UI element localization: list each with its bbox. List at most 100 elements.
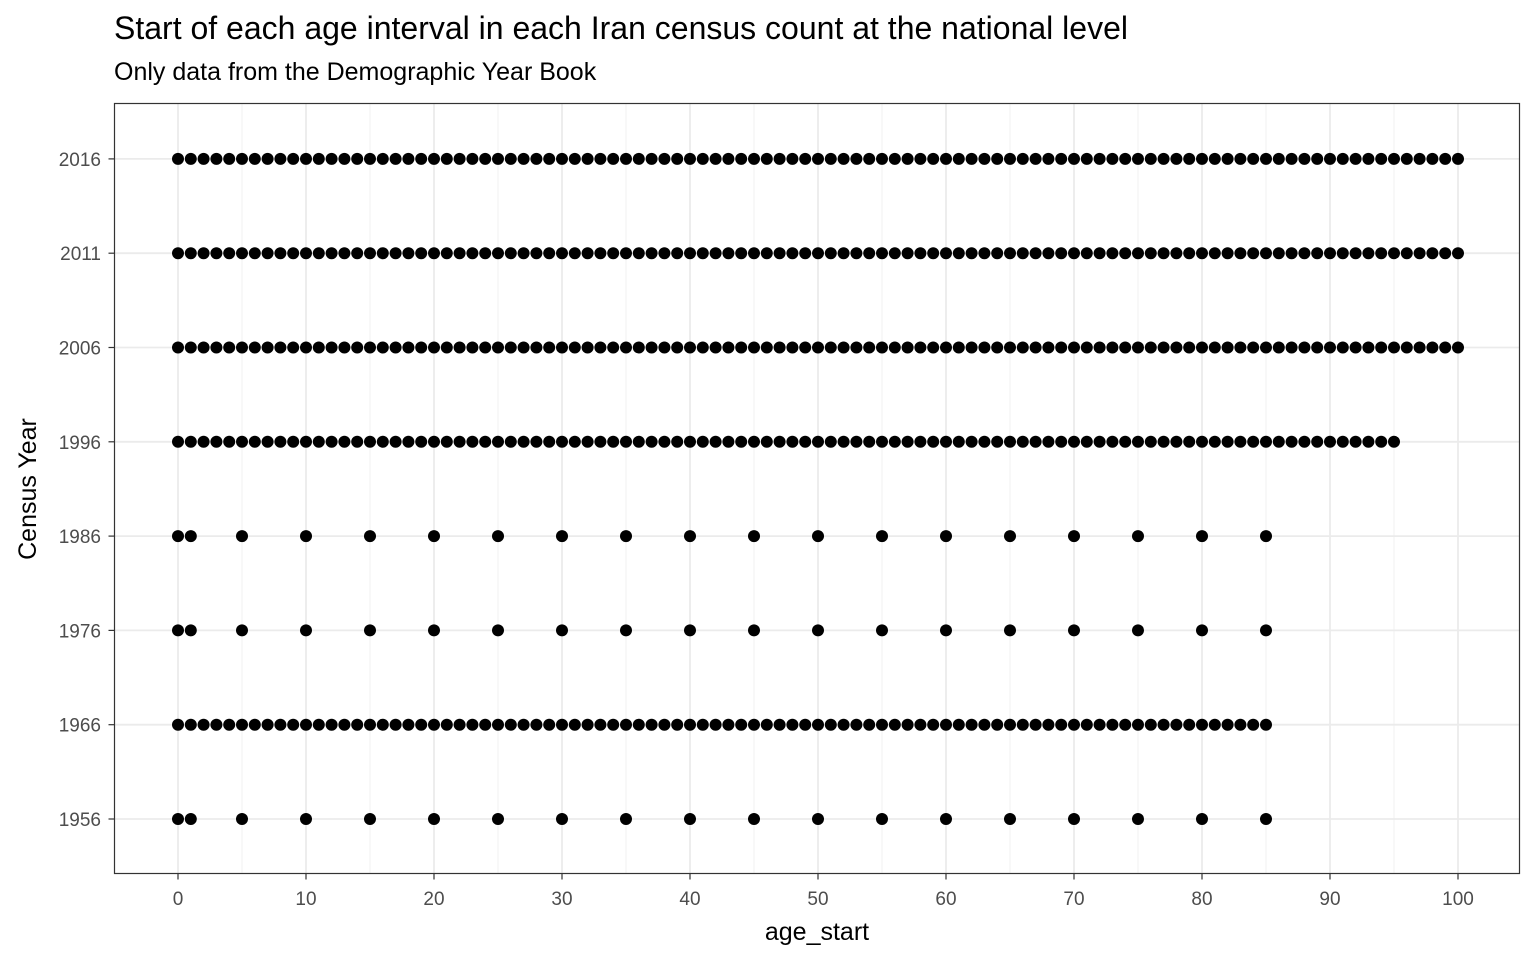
data-point [620,718,632,731]
data-point [620,247,632,260]
data-point [850,435,863,448]
data-point [1336,247,1349,260]
x-tick-label: 50 [807,889,828,910]
data-point [863,247,876,260]
data-point [364,813,376,825]
data-point [453,435,466,448]
data-point [261,718,274,731]
data-point [1144,341,1157,354]
data-point [300,624,312,637]
data-point [1144,718,1157,731]
data-point [300,341,312,354]
data-point [952,435,965,448]
chart-title: Start of each age interval in each Iran … [114,10,1128,46]
data-point [530,718,543,731]
data-point [940,247,952,260]
data-point [466,435,479,448]
data-point [876,435,888,448]
data-point [184,813,197,825]
data-point [1068,435,1080,448]
data-point [748,718,760,731]
data-point [696,152,709,165]
data-point [248,247,261,260]
data-point [1362,341,1375,354]
data-point [236,813,248,825]
data-point [1247,718,1260,731]
data-point [364,718,376,731]
data-point [1016,718,1029,731]
data-point [850,152,863,165]
data-point [1080,341,1093,354]
data-point [1324,435,1336,448]
data-point [1247,152,1260,165]
data-point [773,435,786,448]
data-point [453,247,466,260]
data-point [440,247,453,260]
data-point [786,152,799,165]
data-point [1170,341,1183,354]
data-point [402,341,415,354]
data-point [556,341,568,354]
data-point [351,341,364,354]
data-point [351,718,364,731]
data-point [914,718,927,731]
data-point [696,435,709,448]
data-point [901,341,914,354]
data-point [1298,152,1311,165]
data-point [1132,718,1144,731]
data-point [1106,435,1119,448]
data-point [1452,247,1464,260]
data-point [236,247,248,260]
data-point [1234,152,1247,165]
data-point [965,718,978,731]
data-point [952,341,965,354]
data-point [1183,718,1196,731]
data-point [1439,341,1452,354]
y-tick-label: 2011 [60,244,101,265]
data-point [556,435,568,448]
data-point [1362,435,1375,448]
data-point [965,152,978,165]
data-point [735,718,748,731]
data-point [1208,718,1221,731]
y-tick-label: 1986 [59,527,101,548]
data-point [837,247,850,260]
data-point [236,718,248,731]
data-point [671,341,684,354]
data-point [1068,718,1080,731]
data-point [1068,152,1080,165]
data-point [799,718,812,731]
data-point [1336,435,1349,448]
data-point [376,435,389,448]
chart-subtitle: Only data from the Demographic Year Book [114,58,597,86]
data-point [671,718,684,731]
data-point [709,435,722,448]
data-point [863,718,876,731]
data-point [364,152,376,165]
data-point [1272,247,1285,260]
data-point [1247,341,1260,354]
data-point [850,718,863,731]
data-point [248,152,261,165]
data-point [1132,341,1144,354]
data-point [1426,341,1439,354]
data-point [543,152,556,165]
data-point [415,435,428,448]
data-point [632,247,645,260]
data-point [581,341,594,354]
data-point [1170,247,1183,260]
data-point [1016,247,1029,260]
data-point [760,247,773,260]
data-point [824,152,837,165]
data-point [1132,435,1144,448]
data-point [389,718,402,731]
data-point [325,341,338,354]
data-point [799,247,812,260]
data-point [184,435,197,448]
data-point [223,435,236,448]
data-point [978,718,991,731]
data-point [1119,435,1132,448]
data-point [658,718,671,731]
data-point [312,247,325,260]
data-point [274,152,287,165]
